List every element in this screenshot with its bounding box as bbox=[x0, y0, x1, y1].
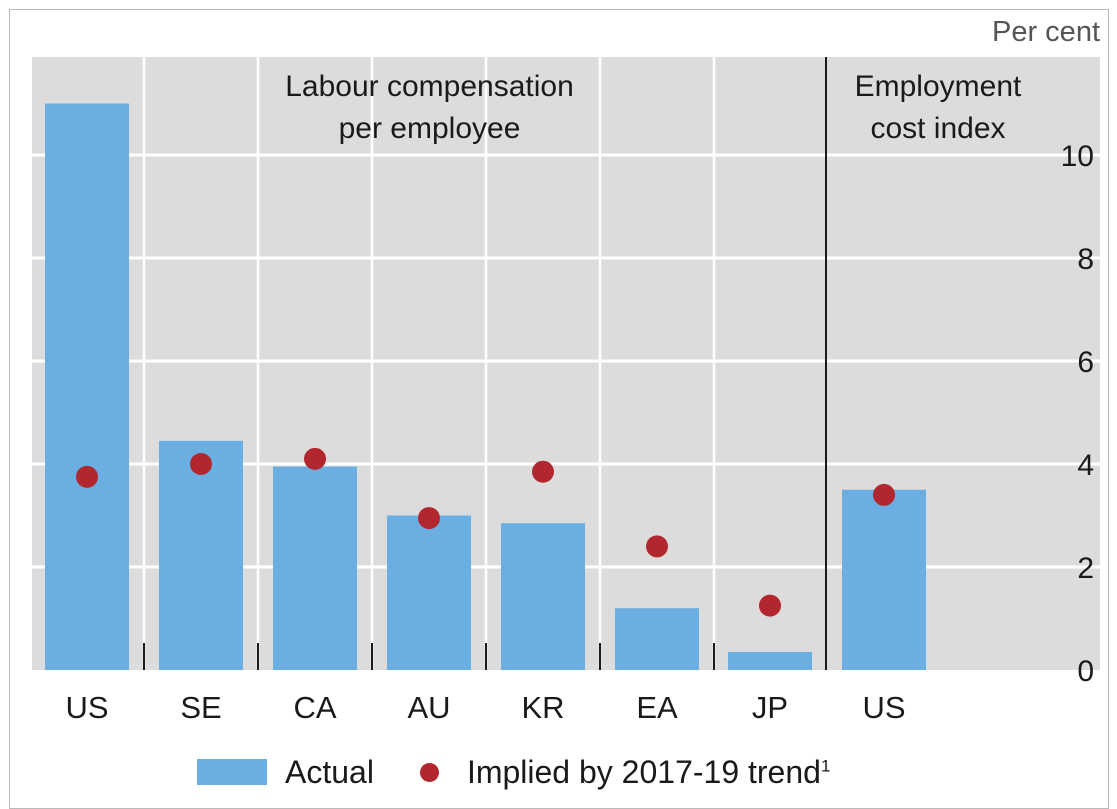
x-category-label: KR bbox=[521, 690, 564, 725]
unit-label: Per cent bbox=[992, 16, 1100, 48]
dot-implied-trend bbox=[532, 460, 554, 483]
dot-implied-trend bbox=[76, 465, 98, 488]
footnote-marker: 1 bbox=[820, 755, 831, 775]
panel-title-line: Labour compensation bbox=[285, 70, 574, 103]
panel-title-labour-compensation: Labour compensation per employee bbox=[232, 66, 627, 150]
x-category-label: CA bbox=[293, 690, 336, 725]
dot-implied-trend bbox=[873, 483, 895, 506]
x-category-label: AU bbox=[407, 690, 450, 725]
bar-actual bbox=[387, 515, 471, 670]
bar-actual bbox=[273, 466, 357, 670]
y-tick-label: 6 bbox=[1077, 346, 1094, 379]
y-tick-label: 10 bbox=[1061, 140, 1094, 173]
legend: Actual Implied by 2017-19 trend1 bbox=[197, 752, 830, 792]
panel-title-line: Employment bbox=[854, 70, 1022, 103]
bar-actual bbox=[45, 103, 129, 670]
legend-dot-implied bbox=[419, 762, 439, 782]
bar-actual bbox=[615, 608, 699, 670]
x-category-label: SE bbox=[180, 690, 221, 725]
dot-implied-trend bbox=[418, 507, 440, 530]
bar-chart: 0 2 4 6 8 10 US SE CA AU KR EA JP US bbox=[32, 57, 1100, 725]
dot-implied-trend bbox=[304, 447, 326, 470]
legend-label-actual: Actual bbox=[285, 753, 374, 790]
y-tick-label: 8 bbox=[1077, 243, 1094, 276]
x-category-label: JP bbox=[752, 690, 788, 725]
legend-label-implied-text: Implied by 2017-19 trend bbox=[466, 753, 821, 790]
bar-actual bbox=[728, 651, 812, 670]
x-category-label: EA bbox=[636, 690, 678, 725]
y-tick-label: 2 bbox=[1077, 552, 1094, 585]
x-category-label: US bbox=[65, 690, 108, 725]
y-tick-label: 4 bbox=[1077, 449, 1094, 482]
bar-actual bbox=[159, 440, 243, 670]
panel-title-line: cost index bbox=[870, 112, 1006, 145]
dot-implied-trend bbox=[759, 594, 781, 617]
y-tick-label: 0 bbox=[1077, 655, 1094, 688]
dot-implied-trend bbox=[190, 453, 212, 475]
legend-swatch-actual bbox=[197, 759, 267, 785]
dot-implied-trend bbox=[646, 535, 668, 558]
panel-title-line: per employee bbox=[338, 112, 521, 145]
bar-actual bbox=[501, 523, 585, 670]
x-category-label: US bbox=[862, 690, 905, 725]
panel-title-employment-cost-index: Employment cost index bbox=[822, 66, 1054, 150]
bar-actual bbox=[842, 489, 926, 670]
legend-label-implied: Implied by 2017-19 trend1 bbox=[467, 754, 830, 791]
